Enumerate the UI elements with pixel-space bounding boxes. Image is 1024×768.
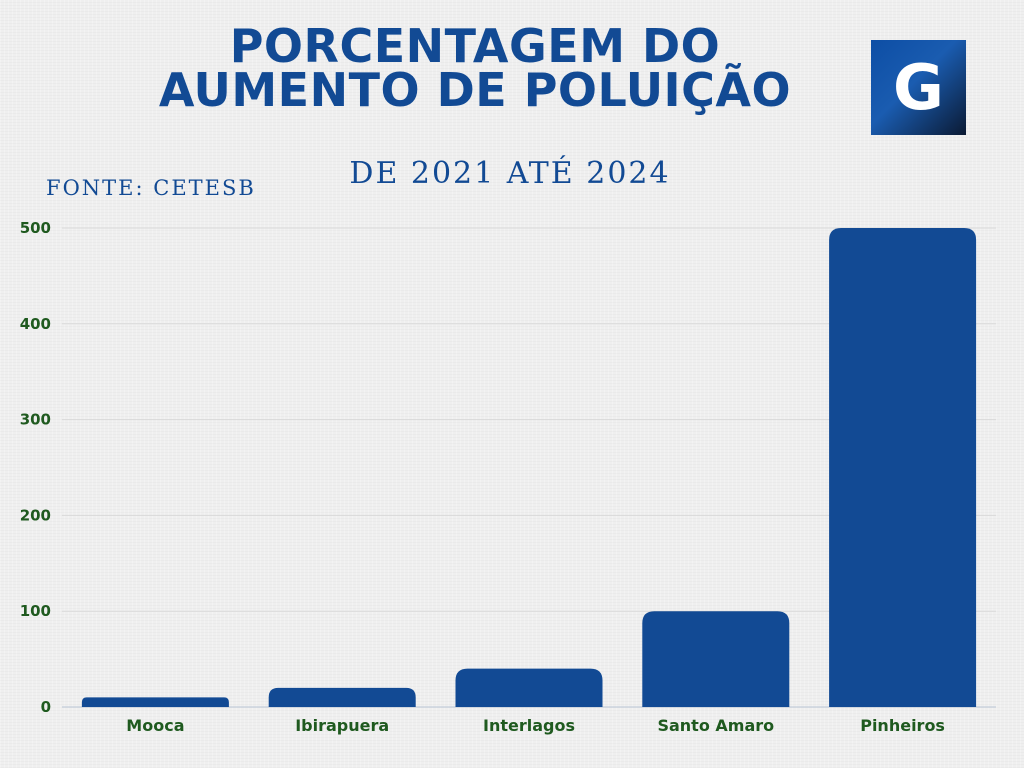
logo-letter: G bbox=[893, 50, 944, 124]
bar-mooca bbox=[81, 697, 229, 707]
y-tick-label-0: 0 bbox=[41, 698, 51, 716]
y-tick-label-300: 300 bbox=[20, 411, 51, 429]
y-tick-label-200: 200 bbox=[20, 506, 51, 524]
x-tick-label-santo-amaro: Santo Amaro bbox=[657, 716, 774, 735]
bar-santo-amaro bbox=[642, 611, 790, 707]
x-tick-label-mooca: Mooca bbox=[126, 716, 184, 735]
y-tick-label-100: 100 bbox=[20, 602, 51, 620]
x-tick-label-pinheiros: Pinheiros bbox=[860, 716, 945, 735]
chart-title: PORCENTAGEM DO AUMENTO DE POLUIÇÃO bbox=[100, 19, 850, 117]
bar-pinheiros bbox=[829, 228, 977, 707]
bar-ibirapuera bbox=[268, 687, 416, 707]
source-note: FONTE: CETESB bbox=[46, 176, 256, 200]
y-tick-label-400: 400 bbox=[20, 315, 51, 333]
title-line-1: PORCENTAGEM DO bbox=[229, 19, 721, 73]
x-tick-label-interlagos: Interlagos bbox=[483, 716, 575, 735]
x-tick-label-ibirapuera: Ibirapuera bbox=[295, 716, 389, 735]
bar-interlagos bbox=[455, 668, 603, 707]
title-line-2: AUMENTO DE POLUIÇÃO bbox=[158, 63, 792, 117]
y-tick-label-500: 500 bbox=[20, 219, 51, 237]
brand-logo: G bbox=[871, 40, 966, 135]
chart-subtitle: DE 2021 ATÉ 2024 bbox=[349, 156, 671, 191]
